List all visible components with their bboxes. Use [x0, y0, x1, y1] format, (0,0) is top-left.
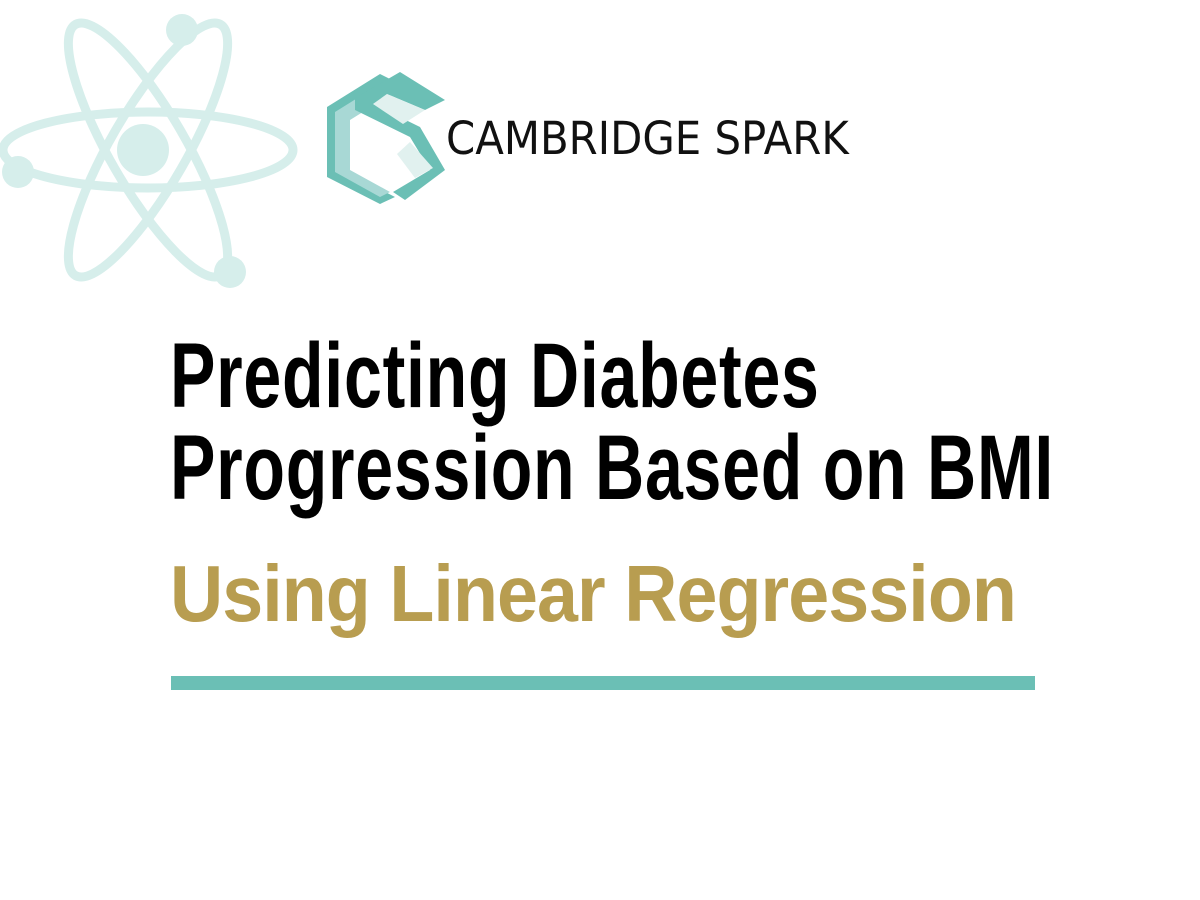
cambridge-spark-logo: [327, 72, 445, 204]
divider: [171, 676, 1035, 690]
subtitle: Using Linear Regression: [170, 549, 1017, 638]
title-line-1: Predicting Diabetes: [170, 325, 820, 427]
brand-name: CAMBRIDGE SPARK: [446, 112, 849, 165]
atom-icon: [0, 14, 298, 288]
title-line-2: Progression Based on BMI: [170, 417, 1055, 519]
page-title: Predicting Diabetes Progression Based on…: [170, 330, 1054, 514]
